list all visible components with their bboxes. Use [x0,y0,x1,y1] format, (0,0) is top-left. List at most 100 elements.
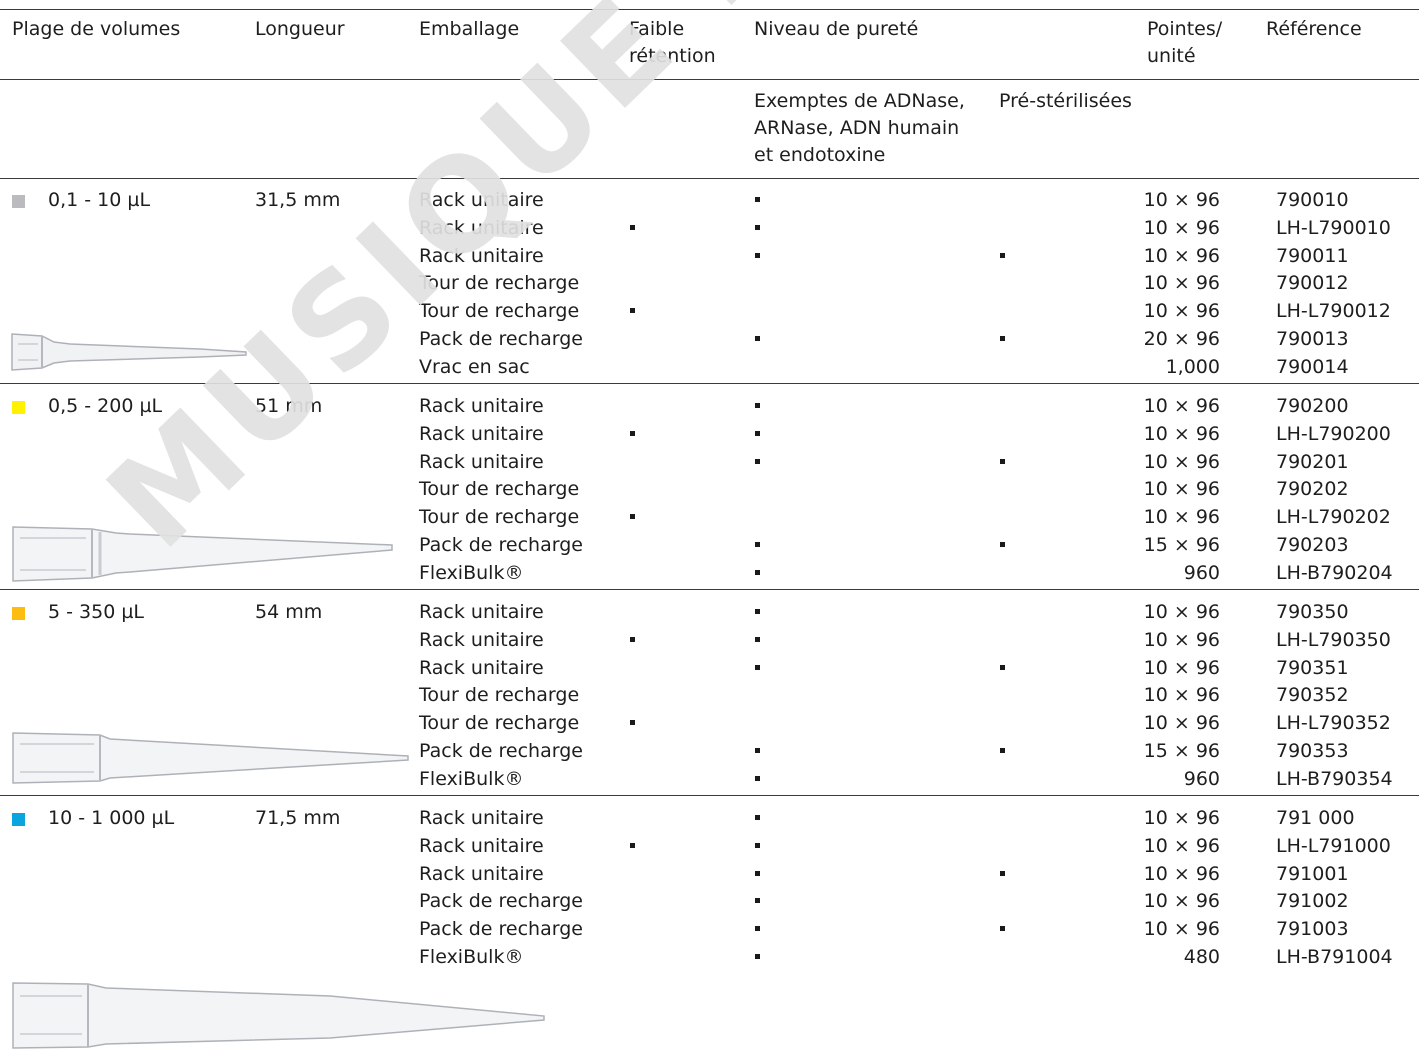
tips-per-unit-cell: 10 × 96 [1143,601,1220,623]
group-rule [0,795,1419,796]
header-volume-range: Plage de volumes [12,18,181,40]
presterilized-bullet [1000,748,1005,753]
free-of-contaminants-bullet [755,664,760,670]
free-of-contaminants-bullet [755,252,760,258]
reference-cell: 790353 [1276,740,1349,762]
packaging-cell: Rack unitaire [419,834,544,857]
packaging-cell: Rack unitaire [419,189,544,211]
free-of-contaminants-bullet [755,430,760,436]
packaging-cell: Tour de recharge [419,478,580,501]
packaging-cell: Vrac en sac [419,355,530,378]
packaging-cell: Pack de recharge [419,328,583,350]
header-packaging: Emballage [419,18,520,40]
packaging-cell: Rack unitaire [419,244,544,267]
tips-per-unit-cell: 10 × 96 [1143,506,1220,529]
low-retention-bullet [630,224,635,230]
volume-range: 0,1 - 10 µL [48,189,151,211]
presterilized-bullet [1000,926,1005,932]
tip-illustration-350ul [12,732,409,784]
tips-per-unit-cell: 20 × 96 [1143,328,1220,350]
tips-per-unit-cell: 10 × 96 [1143,656,1220,679]
tips-per-unit-cell: 10 × 96 [1143,712,1220,735]
packaging-cell: Rack unitaire [419,422,544,445]
free-of-contaminants-bullet [755,197,760,202]
low-retention-bullet [630,636,635,642]
presterilized-bullet [1000,252,1005,258]
tip-length: 31,5 mm [255,189,341,211]
tips-per-unit-cell: 960 [1183,767,1220,790]
free-of-contaminants-bullet [755,636,760,642]
tips-per-unit-cell: 10 × 96 [1143,684,1220,707]
tips-per-unit-cell: 10 × 96 [1143,189,1220,211]
reference-cell: 790202 [1276,478,1349,501]
free-of-contaminants-bullet [755,815,760,820]
tips-per-unit-cell: 10 × 96 [1143,244,1220,267]
reference-cell: 790012 [1276,272,1349,295]
volume-range: 10 - 1 000 µL [48,807,175,829]
reference-cell: LH-B791004 [1276,946,1393,968]
volume-range: 0,5 - 200 µL [48,395,163,417]
packaging-cell: Rack unitaire [419,656,544,679]
tips-per-unit-cell: 10 × 96 [1143,216,1220,239]
tip-illustration-10ul [11,333,247,371]
packaging-cell: Rack unitaire [419,450,544,473]
packaging-cell: Tour de recharge [419,272,580,295]
packaging-cell: Pack de recharge [419,918,583,941]
free-of-contaminants-bullet [755,748,760,753]
color-swatch [12,813,25,826]
tips-per-unit-cell: 10 × 96 [1143,422,1220,445]
tip-length: 51 mm [255,395,323,417]
free-of-contaminants-bullet [755,542,760,547]
tips-per-unit-cell: 10 × 96 [1143,628,1220,651]
packaging-cell: Rack unitaire [419,628,544,651]
subheader-presterilized: Pré-stérilisées [999,90,1132,112]
reference-cell: LH-L790350 [1276,628,1391,651]
low-retention-bullet [630,514,635,520]
free-of-contaminants-bullet [755,870,760,876]
tips-per-unit-cell: 10 × 96 [1143,478,1220,501]
reference-cell: LH-L791000 [1276,834,1391,857]
reference-cell: 791002 [1276,890,1349,913]
packaging-cell: Tour de recharge [419,712,580,735]
tips-per-unit-cell: 10 × 96 [1143,862,1220,885]
packaging-cell: Pack de recharge [419,740,583,762]
free-of-contaminants-bullet [755,458,760,464]
color-swatch [12,401,25,414]
reference-cell: 790011 [1276,244,1349,267]
reference-cell: LH-B790204 [1276,561,1393,584]
packaging-cell: Rack unitaire [419,807,544,829]
tips-per-unit-cell: 15 × 96 [1143,534,1220,556]
header-low-retention: Faible rétention [629,18,716,67]
reference-cell: 790013 [1276,328,1349,350]
packaging-cell: Pack de recharge [419,890,583,913]
reference-cell: 790200 [1276,395,1349,417]
free-of-contaminants-bullet [755,569,760,575]
subheader-rule [0,178,1419,179]
tips-per-unit-cell: 480 [1183,946,1220,968]
reference-cell: 790010 [1276,189,1349,211]
packaging-cell: Tour de recharge [419,300,580,323]
packaging-cell: Tour de recharge [419,506,580,529]
header-reference: Référence [1266,18,1362,40]
packaging-cell: Pack de recharge [419,534,583,556]
free-of-contaminants-bullet [755,898,760,904]
reference-cell: 790350 [1276,601,1349,623]
reference-cell: LH-B790354 [1276,767,1393,790]
tips-per-unit-cell: 10 × 96 [1143,807,1220,829]
group-rule [0,383,1419,384]
reference-cell: LH-L790202 [1276,506,1391,529]
low-retention-bullet [630,720,635,726]
packaging-cell: FlexiBulk® [419,767,524,790]
tips-per-unit-cell: 960 [1183,561,1220,584]
tips-per-unit-cell: 10 × 96 [1143,395,1220,417]
packaging-cell: FlexiBulk® [419,561,524,584]
tips-per-unit-cell: 1,000 [1165,355,1220,378]
reference-cell: 790014 [1276,355,1349,378]
top-rule [0,9,1419,10]
reference-cell: 790351 [1276,656,1349,679]
reference-cell: LH-L790010 [1276,216,1391,239]
reference-cell: LH-L790012 [1276,300,1391,323]
tip-length: 71,5 mm [255,807,341,829]
presterilized-bullet [1000,542,1005,547]
tips-per-unit-cell: 10 × 96 [1143,300,1220,323]
